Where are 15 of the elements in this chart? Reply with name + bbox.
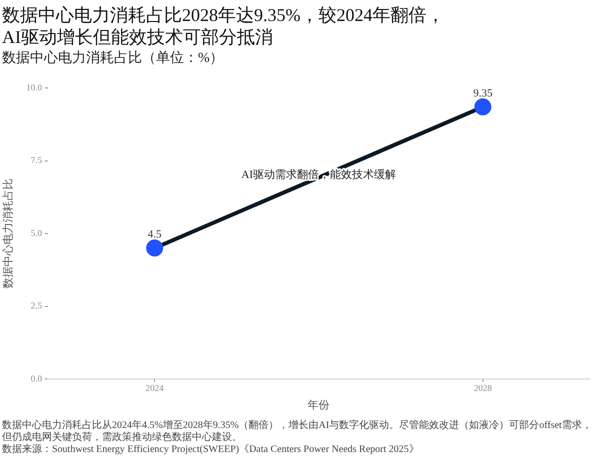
- text: 数据中心电力消耗占比从2024年4.5%增至2028年9.35%（翻倍），增长由AI与数字化驱动。尽管能效改进（如液冷）可部分offset需求，但仍成电网关键负荷，需政策推动绿色数据中心建设。: [2, 420, 593, 444]
- y-tick-label: 0.0: [30, 373, 42, 384]
- chart-subtitle: 数据中心电力消耗占比（单位：%）: [2, 50, 225, 68]
- y-tick-label: 7.5: [30, 155, 42, 166]
- data-label: 9.35: [473, 87, 493, 100]
- y-tick-label: 2.5: [30, 300, 42, 311]
- x-axis-title: 年份: [308, 399, 330, 412]
- y-tick-label: 5.0: [30, 228, 42, 238]
- data-label: 4.5: [148, 228, 162, 240]
- source-note: 数据来源：Southwest Energy Efficiency Project(SWEEP)《Data Centers Power Needs Report 2025》: [2, 444, 420, 456]
- chart-title: 数据中心电力消耗占比2028年达9.35%，较2024年翻倍， AI驱动增长但能效技术可部分抵消: [2, 4, 446, 48]
- x-tick-label: 2028: [474, 382, 492, 393]
- x-tick-label: 2024: [146, 382, 164, 393]
- y-tick-label: 10.0: [26, 82, 42, 92]
- y-axis-title: 数据中心电力消耗占比: [1, 178, 14, 288]
